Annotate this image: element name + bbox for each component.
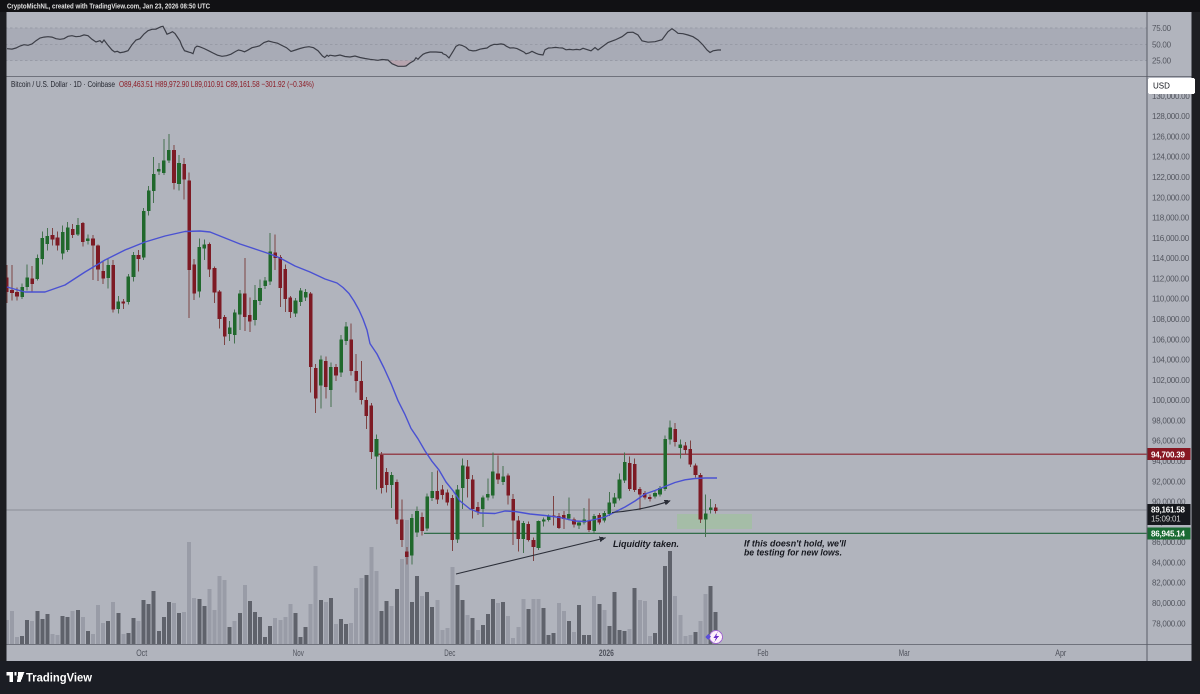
svg-text:118,000.00: 118,000.00 xyxy=(1152,214,1190,223)
svg-text:80,000.00: 80,000.00 xyxy=(1152,599,1186,608)
svg-text:94,000.00: 94,000.00 xyxy=(1152,457,1186,466)
svg-text:15:09:01: 15:09:01 xyxy=(1151,515,1181,524)
svg-text:96,000.00: 96,000.00 xyxy=(1152,437,1186,446)
svg-text:108,000.00: 108,000.00 xyxy=(1152,315,1190,324)
svg-text:122,000.00: 122,000.00 xyxy=(1152,173,1190,182)
svg-text:Oct: Oct xyxy=(136,648,147,658)
svg-text:78,000.00: 78,000.00 xyxy=(1152,619,1186,628)
svg-text:114,000.00: 114,000.00 xyxy=(1152,254,1190,263)
svg-text:USD: USD xyxy=(1153,82,1170,91)
svg-text:Bitcoin / U.S. Dollar · 1D · C: Bitcoin / U.S. Dollar · 1D · Coinbase xyxy=(11,79,115,89)
svg-text:104,000.00: 104,000.00 xyxy=(1152,356,1190,365)
svg-text:102,000.00: 102,000.00 xyxy=(1152,376,1190,385)
svg-text:If this doesn't hold, we'll: If this doesn't hold, we'll xyxy=(744,539,846,550)
svg-text:98,000.00: 98,000.00 xyxy=(1152,416,1186,425)
svg-text:110,000.00: 110,000.00 xyxy=(1152,295,1190,304)
svg-text:84,000.00: 84,000.00 xyxy=(1152,558,1186,567)
svg-text:O89,463.51 H89,972.90 L89,010.: O89,463.51 H89,972.90 L89,010.91 C89,161… xyxy=(119,79,314,89)
svg-text:126,000.00: 126,000.00 xyxy=(1152,132,1190,141)
svg-text:be testing for new lows.: be testing for new lows. xyxy=(744,548,842,559)
svg-text:86,945.14: 86,945.14 xyxy=(1151,530,1186,539)
svg-text:CryptoMichNL, created with Tra: CryptoMichNL, created with TradingView.c… xyxy=(7,2,210,11)
svg-text:Liquidity taken.: Liquidity taken. xyxy=(613,539,679,550)
svg-text:Apr: Apr xyxy=(1055,648,1066,658)
svg-text:92,000.00: 92,000.00 xyxy=(1152,477,1186,486)
svg-text:86,000.00: 86,000.00 xyxy=(1152,538,1186,547)
svg-text:Feb: Feb xyxy=(757,648,768,658)
svg-text:TradingView: TradingView xyxy=(26,671,93,685)
svg-text:130,000.00: 130,000.00 xyxy=(1152,92,1190,101)
svg-text:25.00: 25.00 xyxy=(1152,57,1172,66)
svg-text:128,000.00: 128,000.00 xyxy=(1152,112,1190,121)
svg-text:82,000.00: 82,000.00 xyxy=(1152,579,1186,588)
svg-text:75.00: 75.00 xyxy=(1152,24,1172,33)
svg-text:50.00: 50.00 xyxy=(1152,40,1172,49)
svg-text:100,000.00: 100,000.00 xyxy=(1152,396,1190,405)
svg-text:94,700.39: 94,700.39 xyxy=(1151,451,1186,460)
svg-text:90,000.00: 90,000.00 xyxy=(1152,498,1186,507)
svg-text:Mar: Mar xyxy=(899,648,910,658)
svg-text:2026: 2026 xyxy=(599,648,614,658)
svg-text:89,161.58: 89,161.58 xyxy=(1151,506,1186,515)
svg-text:112,000.00: 112,000.00 xyxy=(1152,274,1190,283)
svg-text:Dec: Dec xyxy=(444,648,455,658)
svg-text:120,000.00: 120,000.00 xyxy=(1152,193,1190,202)
svg-text:Nov: Nov xyxy=(293,648,304,658)
svg-text:106,000.00: 106,000.00 xyxy=(1152,335,1190,344)
svg-text:124,000.00: 124,000.00 xyxy=(1152,153,1190,162)
svg-text:116,000.00: 116,000.00 xyxy=(1152,234,1190,243)
